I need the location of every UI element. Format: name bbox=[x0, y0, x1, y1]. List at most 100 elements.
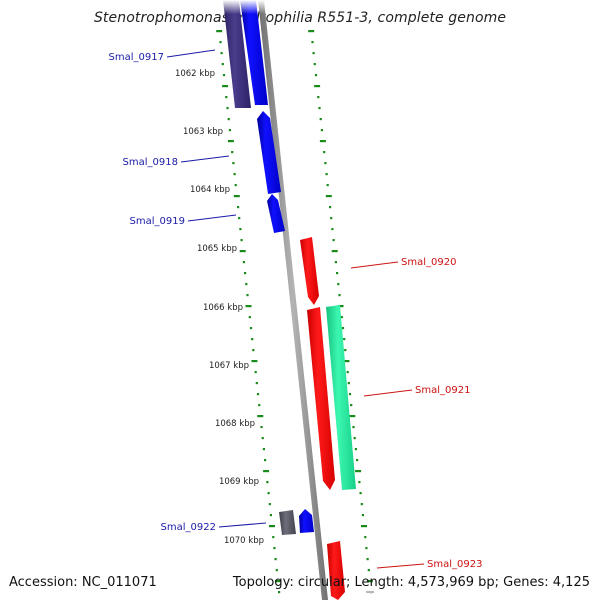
gene-labels: Smal_0917 Smal_0918 Smal_0919 Smal_0920 … bbox=[109, 52, 483, 570]
gene-label-smal-0923[interactable]: Smal_0923 bbox=[427, 559, 482, 570]
gene-arrow-smal-0919[interactable] bbox=[267, 194, 285, 233]
gene-arrow-smal-0922-gray[interactable] bbox=[279, 510, 296, 535]
minor-tick bbox=[320, 129, 323, 132]
gene-arrow-smal-0918[interactable] bbox=[257, 111, 281, 194]
minor-tick bbox=[221, 63, 224, 66]
minor-tick bbox=[348, 393, 352, 396]
major-tick bbox=[263, 470, 270, 473]
major-tick bbox=[274, 580, 281, 583]
minor-tick bbox=[317, 96, 320, 99]
minor-tick bbox=[365, 547, 368, 550]
minor-tick bbox=[269, 514, 272, 517]
minor-tick bbox=[232, 162, 235, 165]
gene-label-smal-0917[interactable]: Smal_0917 bbox=[109, 52, 164, 63]
minor-tick bbox=[266, 481, 269, 484]
minor-tick bbox=[245, 283, 248, 286]
minor-tick bbox=[252, 349, 255, 352]
gene-label-smal-0918[interactable]: Smal_0918 bbox=[123, 157, 178, 168]
minor-tick bbox=[325, 173, 328, 176]
minor-tick bbox=[361, 514, 364, 517]
gene-label-smal-0920[interactable]: Smal_0920 bbox=[401, 257, 456, 268]
right-strand-ticks bbox=[308, 30, 373, 594]
topology-text: Topology: circular; Length: 4,573,969 bp… bbox=[232, 575, 590, 590]
major-tick bbox=[227, 140, 234, 143]
minor-tick bbox=[264, 459, 267, 462]
leader-line-smal-0920 bbox=[350, 261, 399, 269]
minor-tick bbox=[313, 63, 316, 66]
major-tick bbox=[239, 250, 246, 253]
kbp-label: 1070 kbp bbox=[224, 536, 264, 546]
minor-tick bbox=[237, 206, 240, 209]
gene-arrow-smal-0921-teal[interactable] bbox=[326, 305, 356, 490]
leader-line-smal-0917 bbox=[166, 49, 216, 58]
minor-tick bbox=[350, 404, 353, 407]
gene-arrow-smal-0917-navy[interactable] bbox=[223, 0, 251, 108]
minor-tick bbox=[364, 536, 367, 539]
label-leaders bbox=[166, 49, 425, 569]
leader-line-smal-0922 bbox=[218, 522, 267, 528]
minor-tick bbox=[311, 41, 314, 44]
major-tick bbox=[361, 525, 367, 528]
minor-tick bbox=[366, 558, 369, 561]
minor-tick bbox=[233, 173, 236, 176]
minor-tick bbox=[275, 569, 278, 572]
minor-tick bbox=[330, 217, 333, 220]
minor-tick bbox=[360, 503, 363, 506]
gene-arrow-smal-0917-blue[interactable] bbox=[240, 0, 268, 105]
minor-tick bbox=[336, 272, 339, 275]
minor-tick bbox=[260, 426, 263, 429]
major-tick bbox=[233, 195, 240, 198]
minor-tick bbox=[331, 228, 334, 231]
minor-tick bbox=[329, 206, 332, 209]
leader-line-smal-0919 bbox=[187, 214, 237, 222]
gene-label-smal-0922[interactable]: Smal_0922 bbox=[161, 522, 216, 533]
kbp-label: 1066 kbp bbox=[203, 303, 243, 313]
minor-tick bbox=[267, 492, 270, 495]
kbp-scale: 1062 kbp 1063 kbp 1064 kbp 1065 kbp 1066… bbox=[175, 69, 264, 546]
major-tick bbox=[251, 360, 258, 363]
minor-tick bbox=[244, 272, 247, 275]
minor-tick bbox=[242, 261, 245, 264]
gene-features bbox=[210, 0, 356, 600]
minor-tick bbox=[312, 52, 315, 55]
scroll-marker bbox=[366, 591, 374, 593]
major-tick bbox=[319, 140, 326, 143]
genome-backbone bbox=[258, 0, 328, 600]
leader-line-smal-0923 bbox=[376, 563, 425, 569]
gene-label-smal-0921[interactable]: Smal_0921 bbox=[415, 385, 470, 396]
minor-tick bbox=[240, 239, 243, 242]
left-strand-ticks bbox=[216, 30, 281, 594]
minor-tick bbox=[319, 118, 322, 121]
minor-tick bbox=[272, 536, 275, 539]
gene-arrow-smal-0920[interactable] bbox=[300, 237, 319, 305]
kbp-label: 1062 kbp bbox=[175, 69, 215, 79]
minor-tick bbox=[249, 327, 253, 330]
minor-tick bbox=[323, 151, 326, 154]
minor-tick bbox=[268, 503, 271, 506]
gene-label-smal-0919[interactable]: Smal_0919 bbox=[130, 216, 185, 227]
minor-tick bbox=[256, 393, 260, 396]
minor-tick bbox=[343, 338, 346, 341]
minor-tick bbox=[220, 52, 223, 55]
minor-tick bbox=[251, 338, 254, 341]
major-tick bbox=[257, 415, 264, 418]
gene-arrow-smal-0921-red[interactable] bbox=[307, 307, 335, 490]
minor-tick bbox=[359, 492, 362, 495]
major-tick bbox=[216, 30, 223, 33]
gene-arrow-smal-0923[interactable] bbox=[327, 541, 345, 600]
major-tick bbox=[308, 30, 315, 33]
major-tick bbox=[355, 470, 362, 473]
minor-tick bbox=[239, 228, 242, 231]
gene-arrow-smal-0922-blue[interactable] bbox=[299, 509, 314, 533]
gene-fade-top bbox=[210, 0, 280, 14]
minor-tick bbox=[262, 448, 265, 451]
minor-tick bbox=[255, 382, 258, 385]
major-tick bbox=[314, 85, 321, 88]
minor-tick bbox=[334, 261, 337, 264]
major-tick bbox=[222, 85, 229, 88]
minor-tick bbox=[346, 371, 349, 374]
minor-tick bbox=[347, 382, 350, 385]
minor-tick bbox=[238, 217, 241, 220]
minor-tick bbox=[219, 41, 222, 44]
